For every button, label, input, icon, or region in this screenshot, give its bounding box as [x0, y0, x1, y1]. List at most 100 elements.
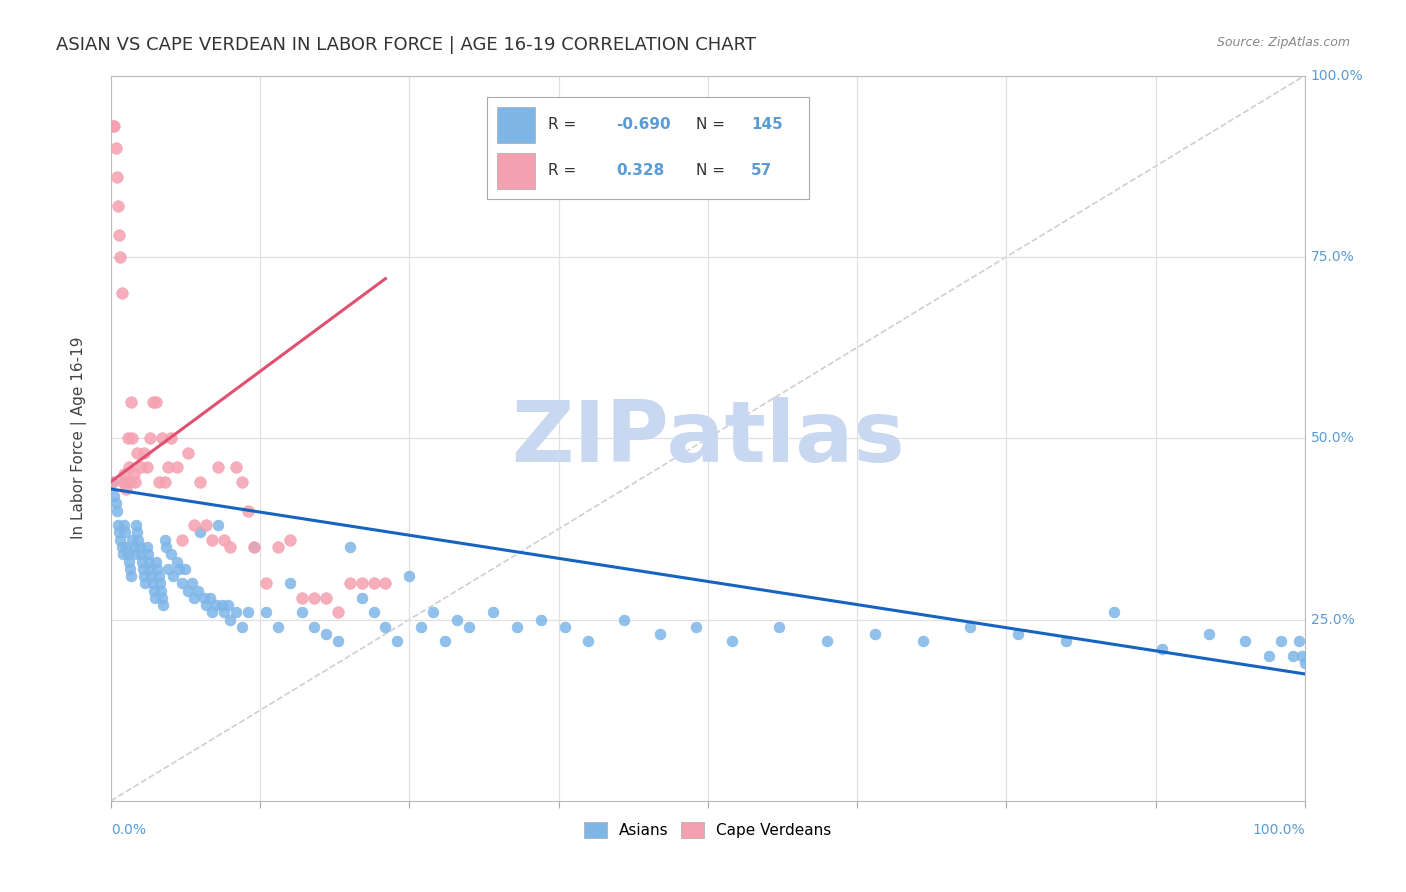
Point — [115, 482, 138, 496]
Point — [124, 547, 146, 561]
Point — [506, 620, 529, 634]
Point — [326, 605, 349, 619]
Point — [120, 395, 142, 409]
Point — [111, 475, 134, 489]
Point — [350, 591, 373, 605]
Point — [1258, 648, 1281, 663]
Point — [201, 533, 224, 547]
Point — [122, 467, 145, 482]
Point — [183, 591, 205, 605]
Point — [118, 554, 141, 568]
Point — [134, 576, 156, 591]
Point — [267, 620, 290, 634]
Point — [302, 591, 325, 605]
Point — [149, 576, 172, 591]
Point — [198, 591, 221, 605]
Point — [326, 634, 349, 648]
Point — [141, 569, 163, 583]
Point — [911, 634, 934, 648]
Point — [104, 496, 127, 510]
Point — [101, 475, 124, 489]
Point — [120, 569, 142, 583]
Point — [143, 591, 166, 605]
Point — [291, 591, 314, 605]
Point — [446, 613, 468, 627]
Point — [139, 562, 162, 576]
Point — [1294, 656, 1316, 670]
Point — [134, 446, 156, 460]
Text: ASIAN VS CAPE VERDEAN IN LABOR FORCE | AGE 16-19 CORRELATION CHART: ASIAN VS CAPE VERDEAN IN LABOR FORCE | A… — [56, 36, 756, 54]
Point — [138, 554, 160, 568]
Text: 100.0%: 100.0% — [1310, 69, 1364, 83]
Point — [183, 518, 205, 533]
Point — [135, 460, 157, 475]
Point — [1007, 627, 1029, 641]
Point — [205, 598, 228, 612]
Point — [278, 533, 301, 547]
Point — [131, 554, 153, 568]
Point — [117, 547, 139, 561]
Point — [142, 576, 165, 591]
Point — [110, 540, 132, 554]
Point — [187, 583, 209, 598]
Point — [685, 620, 707, 634]
Point — [114, 475, 136, 489]
Point — [720, 634, 742, 648]
Point — [339, 540, 361, 554]
Point — [104, 141, 127, 155]
Legend: Asians, Cape Verdeans: Asians, Cape Verdeans — [578, 816, 838, 844]
Point — [121, 533, 143, 547]
Point — [291, 605, 314, 619]
Point — [110, 286, 132, 301]
Point — [302, 620, 325, 634]
Point — [219, 540, 242, 554]
Point — [127, 446, 149, 460]
Y-axis label: In Labor Force | Age 16-19: In Labor Force | Age 16-19 — [72, 337, 87, 540]
Point — [217, 598, 239, 612]
Point — [146, 562, 169, 576]
Point — [1282, 648, 1305, 663]
Point — [142, 583, 165, 598]
Point — [315, 591, 337, 605]
Point — [110, 533, 132, 547]
Point — [145, 554, 167, 568]
Point — [155, 540, 177, 554]
Point — [157, 460, 180, 475]
Point — [118, 475, 141, 489]
Point — [363, 605, 385, 619]
Point — [103, 489, 125, 503]
Point — [136, 547, 159, 561]
Point — [254, 576, 277, 591]
Point — [159, 547, 181, 561]
Point — [117, 431, 139, 445]
Point — [134, 569, 156, 583]
Point — [422, 605, 444, 619]
Point — [211, 598, 233, 612]
Point — [127, 525, 149, 540]
Text: 0.0%: 0.0% — [111, 822, 146, 837]
Point — [153, 533, 176, 547]
Point — [121, 431, 143, 445]
Point — [195, 518, 218, 533]
Point — [166, 554, 188, 568]
Text: 100.0%: 100.0% — [1253, 822, 1305, 837]
Point — [110, 250, 132, 264]
Point — [231, 620, 253, 634]
Point — [124, 475, 146, 489]
Point — [148, 569, 170, 583]
Point — [225, 460, 247, 475]
Point — [1198, 627, 1220, 641]
Point — [267, 540, 290, 554]
Point — [129, 547, 152, 561]
Point — [243, 540, 266, 554]
Point — [1288, 634, 1310, 648]
Point — [214, 533, 236, 547]
Point — [105, 504, 128, 518]
Point — [195, 598, 218, 612]
Text: ZIPatlas: ZIPatlas — [510, 397, 904, 480]
Point — [315, 627, 337, 641]
Point — [613, 613, 636, 627]
Point — [107, 518, 129, 533]
Point — [162, 569, 184, 583]
Point — [411, 620, 433, 634]
